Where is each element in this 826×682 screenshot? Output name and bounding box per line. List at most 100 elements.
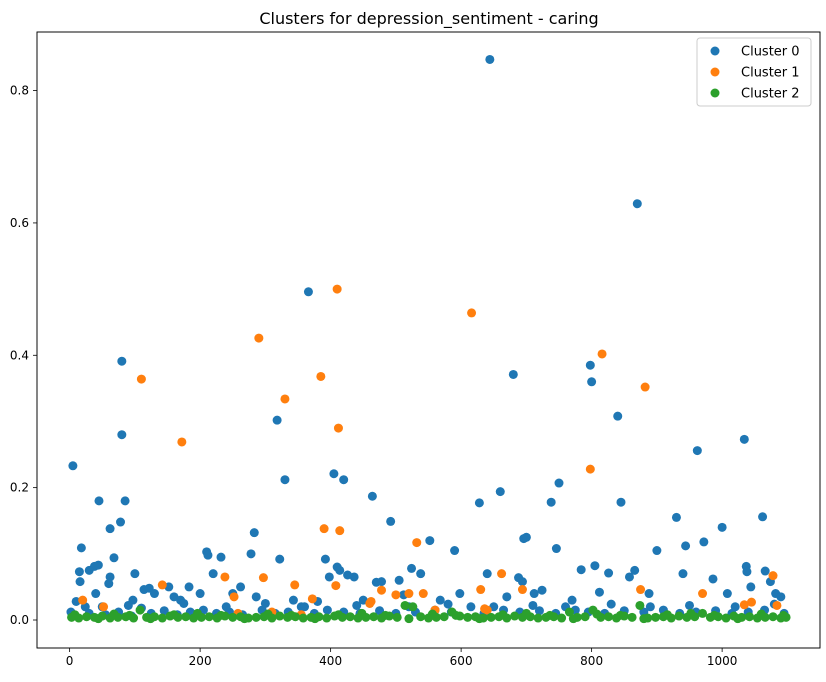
- data-point: [537, 585, 547, 595]
- legend: Cluster 0 Cluster 1 Cluster 2: [696, 37, 812, 107]
- data-point: [332, 284, 342, 294]
- data-point: [597, 349, 607, 359]
- data-point: [412, 538, 422, 548]
- data-point: [184, 582, 194, 592]
- data-point: [756, 609, 766, 619]
- data-point: [594, 587, 604, 597]
- data-point: [510, 611, 520, 621]
- data-point: [333, 610, 343, 620]
- axes-layer: 0 200 400 600 800 1000 0.0 0.2 0.4 0.6 0.8: [10, 84, 737, 668]
- data-point: [576, 565, 586, 575]
- legend-marker: [710, 88, 720, 98]
- data-point: [686, 608, 696, 618]
- x-tick-label: 400: [319, 654, 342, 668]
- data-point: [159, 606, 169, 616]
- data-point: [386, 516, 396, 526]
- data-point: [745, 612, 755, 622]
- data-point: [529, 589, 539, 599]
- data-point: [627, 612, 637, 622]
- data-point: [104, 579, 114, 589]
- data-point: [216, 552, 226, 562]
- data-point: [322, 613, 332, 623]
- data-point: [730, 602, 740, 612]
- data-point: [772, 600, 782, 610]
- data-point: [554, 478, 564, 488]
- data-point: [70, 610, 80, 620]
- data-point: [82, 612, 92, 622]
- data-point: [228, 612, 238, 622]
- data-point: [760, 566, 770, 576]
- data-point: [229, 592, 239, 602]
- data-point: [329, 469, 339, 479]
- data-point: [678, 569, 688, 579]
- data-point: [391, 590, 401, 600]
- data-point: [722, 589, 732, 599]
- data-point: [681, 541, 691, 551]
- data-point: [451, 610, 461, 620]
- data-point: [674, 611, 684, 621]
- data-point: [125, 610, 135, 620]
- data-point: [699, 537, 709, 547]
- data-point: [692, 446, 702, 456]
- data-point: [498, 610, 508, 620]
- data-point: [443, 599, 453, 609]
- data-point: [768, 612, 778, 622]
- data-point: [349, 572, 359, 582]
- data-point: [316, 371, 326, 381]
- data-point: [651, 612, 661, 622]
- data-point: [365, 598, 375, 608]
- data-point: [298, 613, 308, 623]
- data-point: [604, 568, 614, 578]
- data-point: [208, 569, 218, 579]
- data-point: [68, 461, 78, 471]
- data-point: [427, 609, 437, 619]
- data-point: [367, 491, 377, 501]
- data-point: [78, 595, 88, 605]
- data-point: [195, 589, 205, 599]
- y-tick-label: 0.6: [10, 216, 29, 230]
- data-point: [99, 602, 109, 612]
- data-point: [739, 434, 749, 444]
- data-point: [662, 610, 672, 620]
- data-point: [331, 581, 341, 591]
- data-point: [404, 614, 414, 624]
- data-point: [300, 602, 310, 612]
- data-point: [450, 546, 460, 556]
- data-point: [240, 614, 249, 624]
- data-point: [416, 569, 426, 579]
- data-point: [585, 464, 595, 474]
- data-point: [117, 356, 127, 366]
- data-point: [476, 585, 486, 595]
- data-point: [357, 608, 367, 618]
- chart-title: Clusters for depression_sentiment - cari…: [259, 9, 598, 29]
- data-point: [466, 602, 476, 612]
- data-point: [474, 614, 484, 624]
- data-point: [528, 600, 538, 610]
- data-point: [467, 308, 477, 318]
- data-point: [280, 475, 290, 485]
- data-point: [204, 612, 214, 622]
- series-cluster-1: [78, 284, 782, 620]
- data-point: [482, 569, 492, 579]
- data-point: [685, 600, 694, 610]
- data-point: [624, 572, 634, 582]
- data-point: [258, 573, 268, 583]
- data-point: [742, 567, 752, 577]
- data-point: [335, 526, 345, 536]
- x-tick-label: 200: [189, 654, 212, 668]
- data-point: [307, 594, 317, 604]
- data-point: [136, 374, 146, 384]
- series-cluster-2: [67, 600, 791, 624]
- plot-border: [36, 31, 821, 649]
- data-point: [418, 589, 428, 599]
- data-point: [739, 600, 749, 610]
- data-point: [546, 497, 556, 507]
- data-point: [568, 614, 578, 624]
- data-point: [76, 543, 86, 553]
- data-point: [324, 572, 334, 582]
- data-point: [249, 528, 259, 538]
- series-cluster-0: [66, 54, 789, 621]
- data-point: [613, 411, 623, 421]
- data-point: [425, 536, 435, 546]
